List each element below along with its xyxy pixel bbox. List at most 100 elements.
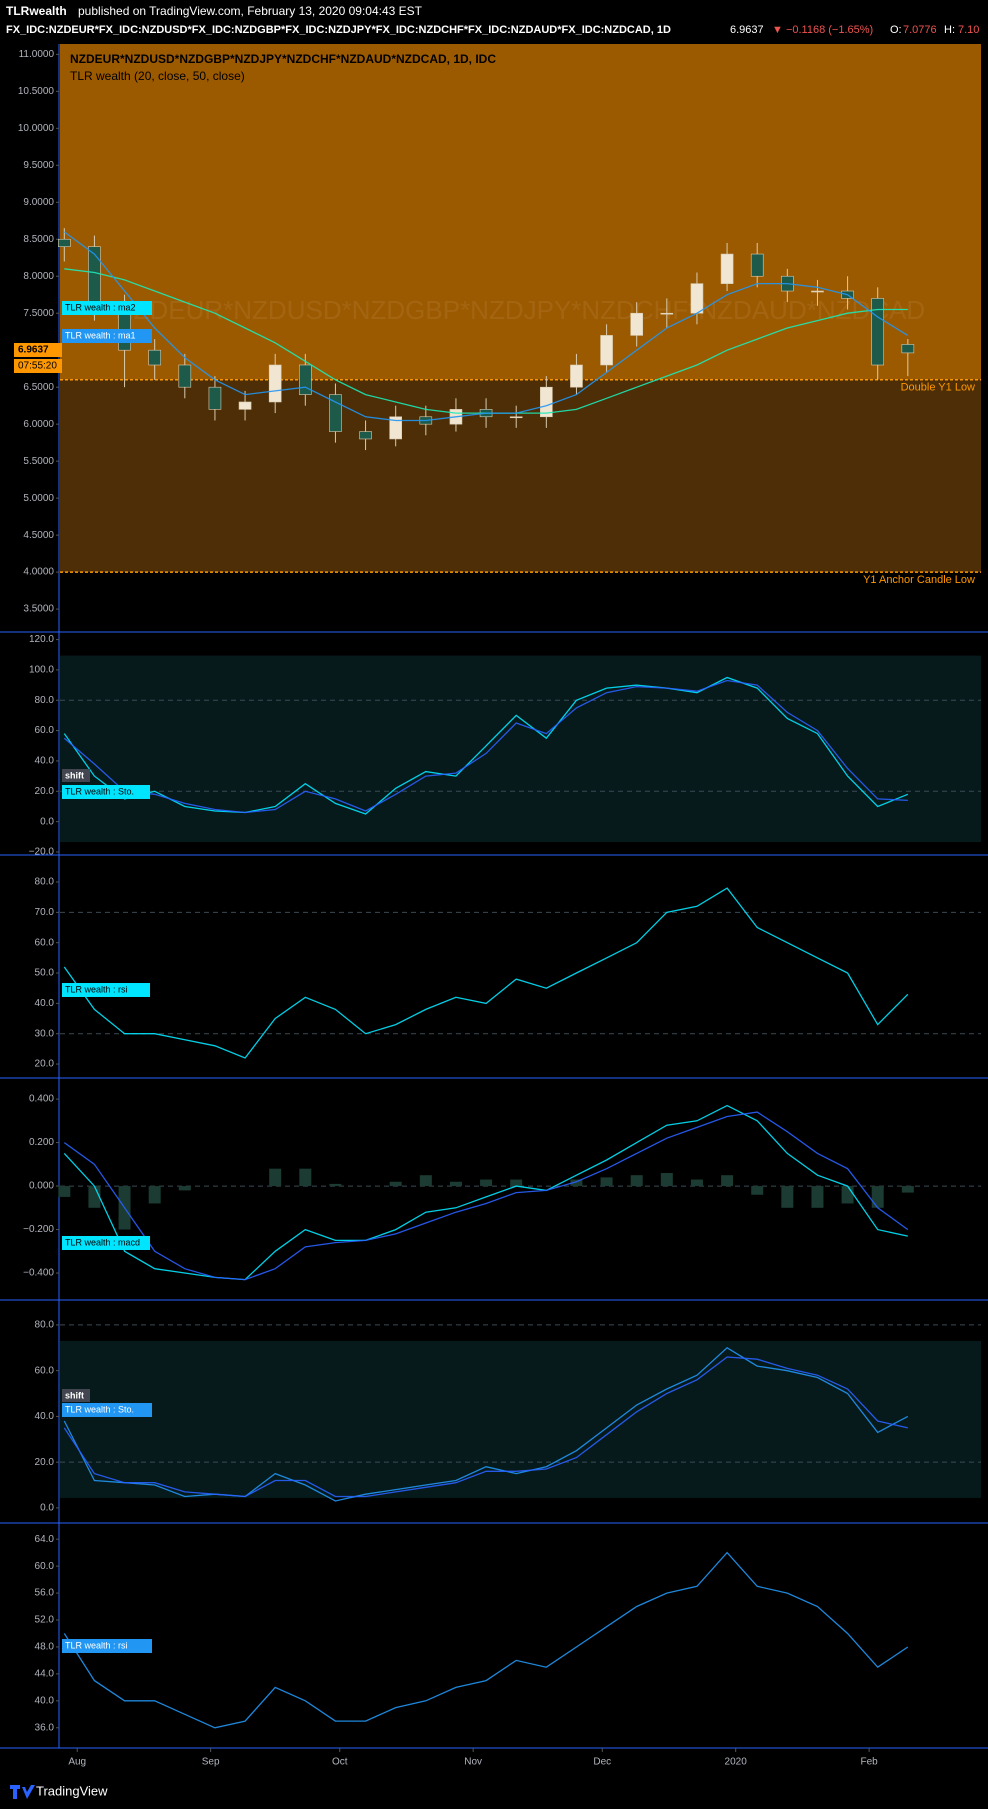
series-tag-label: TLR wealth : macd — [65, 1237, 140, 1247]
band — [60, 1340, 981, 1498]
y-tick-label: 52.0 — [35, 1615, 55, 1626]
y-tick-label: 30.0 — [35, 1028, 55, 1039]
histogram-bar — [419, 1175, 432, 1187]
histogram-bar — [600, 1177, 613, 1187]
high-label: H: — [944, 24, 955, 36]
watermark: NZDEUR*NZDUSD*NZDGBP*NZDJPY*NZDCHF*NZDAU… — [115, 295, 925, 325]
y-tick-label: 4.5000 — [23, 530, 54, 541]
band — [60, 655, 981, 842]
series-line — [63, 679, 908, 814]
histogram-bar — [871, 1186, 884, 1208]
histogram-bar — [781, 1186, 794, 1208]
candle-body — [389, 416, 402, 440]
y-tick-label: 0.0 — [40, 816, 54, 827]
shift-tag — [62, 1389, 90, 1402]
pane-title: NZDEUR*NZDUSD*NZDGBP*NZDJPY*NZDCHF*NZDAU… — [70, 52, 496, 66]
y-tick-label: 80.0 — [35, 695, 55, 706]
y-tick-label: 8.5000 — [23, 234, 54, 245]
y-tick-label: 50.0 — [35, 968, 55, 979]
x-tick-label: Sep — [202, 1757, 220, 1768]
candle-body — [268, 364, 282, 403]
pane-subtitle: TLR wealth (20, close, 50, close) — [70, 69, 245, 83]
candle-body — [148, 349, 161, 366]
y-tick-label: 40.0 — [35, 998, 55, 1009]
candle-body — [901, 344, 915, 354]
panes: NZDEUR*NZDUSD*NZDGBP*NZDJPY*NZDCHF*NZDAU… — [0, 44, 988, 1768]
x-tick-label: Nov — [464, 1757, 482, 1768]
countdown-label: 07:55:20 — [18, 361, 57, 372]
x-tick-label: 2020 — [725, 1757, 748, 1768]
candle-body — [359, 431, 372, 440]
y-tick-label: 48.0 — [35, 1642, 55, 1653]
price-tag-label: 6.9637 — [18, 345, 49, 356]
symbol: FX_IDC:NZDEUR*FX_IDC:NZDUSD*FX_IDC:NZDGB… — [6, 24, 671, 36]
level-label: Y1 Anchor Candle Low — [863, 574, 975, 586]
candle-body — [630, 312, 644, 336]
series-line — [63, 887, 909, 1059]
candle-body — [178, 364, 192, 388]
y-tick-label: 9.0000 — [23, 197, 54, 208]
histogram-bar — [389, 1181, 402, 1187]
change: ▼ −0.1168 (−1.65%) — [772, 24, 873, 36]
pane: 0.400 0.200 0.000 −0.200 −0.400 TLR wealth : … — [0, 1078, 988, 1301]
histogram-bar — [721, 1175, 734, 1187]
series-line — [63, 1104, 908, 1281]
histogram-bar — [299, 1168, 312, 1187]
y-tick-label: 40.0 — [35, 756, 55, 767]
y-tick-label: 40.0 — [35, 1695, 55, 1706]
shift-tag — [62, 769, 90, 782]
published: published on TradingView.com, February 1… — [78, 4, 423, 18]
pane: 80.0 60.0 40.0 20.0 0.0 shift TLR wealth : Sto… — [0, 1300, 988, 1524]
pane: 64.0 60.0 56.0 52.0 48.0 44.0 40.0 36.0 TLR weal… — [0, 1523, 988, 1749]
series-line — [63, 231, 909, 422]
series-line — [63, 1346, 909, 1502]
y-tick-label: 80.0 — [35, 1320, 55, 1331]
candle-body — [208, 386, 222, 410]
y-tick-label: −0.200 — [23, 1224, 54, 1235]
candle-body — [660, 312, 674, 315]
histogram-bar — [751, 1186, 764, 1195]
open-value: 7.0776 — [903, 24, 937, 36]
brand: TradingView — [36, 1783, 108, 1798]
y-tick-label: 11.0000 — [19, 49, 55, 60]
y-tick-label: 5.5000 — [23, 456, 54, 467]
x-tick-label: Aug — [68, 1757, 86, 1768]
series-tag — [62, 785, 150, 799]
candle-body — [58, 238, 71, 247]
candle-body — [88, 246, 101, 307]
series-tag-label: TLR wealth : ma1 — [65, 330, 136, 340]
y-tick-label: 80.0 — [35, 877, 55, 888]
y-tick-label: 6.5000 — [23, 382, 54, 393]
histogram-bar — [329, 1183, 342, 1187]
histogram-bar — [630, 1175, 643, 1187]
x-tick-label: Oct — [332, 1757, 348, 1768]
histogram-bar — [58, 1186, 71, 1197]
y-tick-label: 20.0 — [35, 786, 55, 797]
y-tick-label: 44.0 — [35, 1669, 55, 1680]
series-tag-label: TLR wealth : Sto. — [65, 1404, 134, 1414]
series-line — [63, 1111, 909, 1281]
y-tick-label: 20.0 — [35, 1059, 55, 1070]
candle-body — [570, 364, 583, 388]
y-tick-label: 10.5000 — [18, 86, 55, 97]
candle-body — [750, 253, 764, 277]
y-tick-label: 7.5000 — [23, 308, 54, 319]
open-label: O: — [890, 24, 902, 36]
y-tick-label: 120.0 — [29, 634, 54, 645]
series-tag-label: TLR wealth : ma2 — [65, 302, 136, 312]
countdown-tag — [14, 359, 62, 373]
series-line — [63, 1356, 908, 1498]
shift-label: shift — [65, 1390, 84, 1400]
histogram-bar — [88, 1186, 101, 1208]
pane: 120.0 100.0 80.0 60.0 40.0 20.0 0.0 −20.0 shift T… — [0, 632, 988, 858]
zone-lower — [60, 379, 981, 573]
y-tick-label: −20.0 — [29, 847, 55, 858]
histogram-bar — [480, 1179, 493, 1187]
series-tag-label: TLR wealth : rsi — [65, 984, 128, 994]
histogram-bar — [570, 1179, 583, 1187]
y-tick-label: 36.0 — [35, 1722, 55, 1733]
series-tag — [62, 301, 152, 315]
y-tick-label: 4.0000 — [23, 567, 54, 578]
zone-upper — [60, 44, 981, 380]
